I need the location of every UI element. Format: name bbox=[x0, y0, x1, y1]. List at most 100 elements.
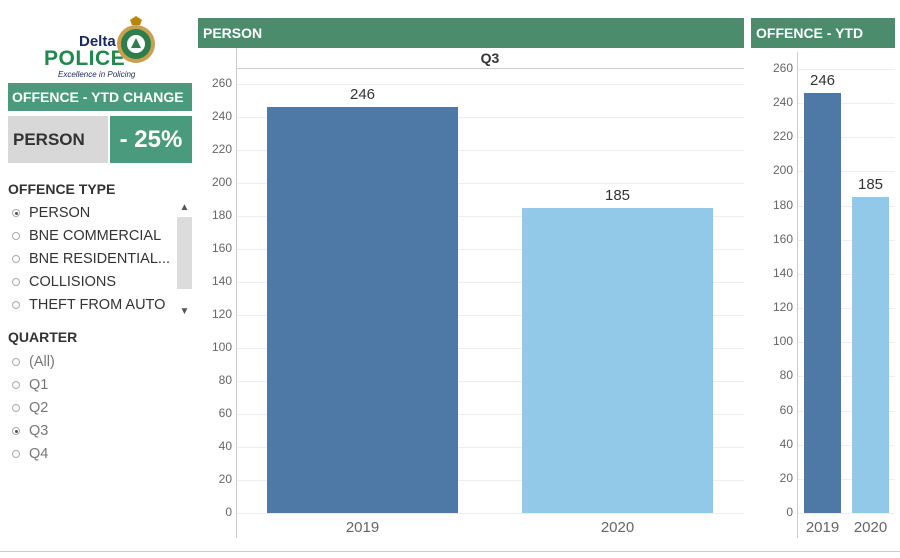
person-panel-header: PERSON bbox=[198, 18, 744, 48]
kpi-offence-label: PERSON bbox=[8, 116, 108, 163]
offence-type-filter-title: OFFENCE TYPE bbox=[8, 181, 116, 197]
option-label: (All) bbox=[29, 354, 55, 370]
y-tick-label: 160 bbox=[211, 241, 232, 255]
option-label: BNE COMMERCIAL bbox=[29, 228, 162, 244]
offence-option[interactable]: BNE COMMERCIAL bbox=[12, 226, 161, 246]
delta-police-logo: Delta POLICE Excellence in Policing bbox=[36, 16, 166, 80]
gridline bbox=[237, 84, 744, 85]
y-tick-label: 260 bbox=[211, 76, 232, 90]
gridline bbox=[237, 150, 744, 151]
radio-button-icon[interactable] bbox=[12, 255, 20, 263]
y-tick-label: 60 bbox=[218, 406, 232, 420]
gridline bbox=[237, 414, 744, 415]
y-tick-label: 120 bbox=[772, 300, 793, 314]
gridline bbox=[237, 216, 744, 217]
radio-button-icon[interactable] bbox=[12, 301, 20, 309]
radio-button-icon[interactable] bbox=[12, 427, 20, 435]
x-category-label: 2019 bbox=[805, 519, 840, 536]
gridline bbox=[798, 69, 895, 70]
quarter-option[interactable]: (All) bbox=[12, 352, 55, 372]
offence-option[interactable]: THEFT FROM AUTO bbox=[12, 295, 165, 315]
y-tick-label: 140 bbox=[772, 266, 793, 280]
bar-value-label: 246 bbox=[349, 86, 376, 103]
quarter-option[interactable]: Q4 bbox=[12, 444, 48, 464]
y-tick-label: 120 bbox=[211, 307, 232, 321]
gridline bbox=[237, 117, 744, 118]
option-label: Q2 bbox=[29, 400, 49, 416]
ytd-change-header: OFFENCE - YTD CHANGE bbox=[8, 83, 192, 111]
y-tick-label: 220 bbox=[772, 129, 793, 143]
offence-option[interactable]: PERSON bbox=[12, 203, 90, 223]
radio-button-icon[interactable] bbox=[12, 381, 20, 389]
bar-2019[interactable] bbox=[804, 93, 841, 513]
y-tick-label: 100 bbox=[772, 334, 793, 348]
y-tick-label: 0 bbox=[786, 505, 793, 519]
y-tick-label: 40 bbox=[218, 439, 232, 453]
radio-button-icon[interactable] bbox=[12, 209, 20, 217]
bottom-divider bbox=[0, 551, 900, 552]
y-tick-label: 160 bbox=[772, 232, 793, 246]
option-label: PERSON bbox=[29, 205, 91, 221]
bar-2020[interactable] bbox=[522, 208, 713, 513]
quarter-option[interactable]: Q3 bbox=[12, 421, 48, 441]
y-tick-label: 200 bbox=[211, 175, 232, 189]
scroll-thumb[interactable] bbox=[177, 217, 192, 289]
y-tick-label: 220 bbox=[211, 142, 232, 156]
quarter-option[interactable]: Q2 bbox=[12, 398, 48, 418]
scroll-up-icon[interactable]: ▲ bbox=[179, 202, 190, 213]
x-category-label: 2019 bbox=[345, 519, 380, 536]
bar-value-label: 185 bbox=[604, 187, 631, 204]
gridline bbox=[798, 308, 895, 309]
bar-value-label: 246 bbox=[809, 72, 836, 89]
quarter-option[interactable]: Q1 bbox=[12, 375, 48, 395]
quarter-filter-title: QUARTER bbox=[8, 329, 78, 345]
gridline bbox=[237, 348, 744, 349]
offence-list-scrollbar[interactable]: ▲ ▼ bbox=[177, 201, 192, 319]
radio-button-icon[interactable] bbox=[12, 278, 20, 286]
y-tick-label: 60 bbox=[779, 403, 793, 417]
police-badge-icon bbox=[117, 16, 155, 63]
y-tick-label: 80 bbox=[218, 373, 232, 387]
y-tick-label: 200 bbox=[772, 163, 793, 177]
gridline bbox=[237, 315, 744, 316]
quarter-subtitle: Q3 bbox=[236, 48, 744, 69]
y-tick-label: 240 bbox=[211, 109, 232, 123]
radio-button-icon[interactable] bbox=[12, 450, 20, 458]
gridline bbox=[798, 342, 895, 343]
y-tick-label: 0 bbox=[225, 505, 232, 519]
y-tick-label: 260 bbox=[772, 61, 793, 75]
option-label: Q1 bbox=[29, 377, 49, 393]
y-tick-label: 100 bbox=[211, 340, 232, 354]
option-label: THEFT FROM AUTO bbox=[29, 297, 166, 313]
bar-2020[interactable] bbox=[852, 197, 889, 513]
offence-option[interactable]: COLLISIONS bbox=[12, 272, 116, 292]
gridline bbox=[798, 376, 895, 377]
gridline bbox=[798, 445, 895, 446]
gridline bbox=[237, 447, 744, 448]
x-category-label: 2020 bbox=[600, 519, 635, 536]
y-tick-label: 180 bbox=[772, 198, 793, 212]
gridline bbox=[798, 171, 895, 172]
gridline bbox=[798, 206, 895, 207]
gridline bbox=[237, 513, 744, 514]
gridline bbox=[798, 240, 895, 241]
gridline bbox=[237, 381, 744, 382]
gridline bbox=[798, 137, 895, 138]
y-tick-label: 240 bbox=[772, 95, 793, 109]
gridline bbox=[798, 513, 895, 514]
radio-button-icon[interactable] bbox=[12, 358, 20, 366]
bar-2019[interactable] bbox=[267, 107, 458, 513]
offence-option[interactable]: BNE RESIDENTIAL... bbox=[12, 249, 170, 269]
y-axis-line bbox=[797, 52, 798, 538]
radio-button-icon[interactable] bbox=[12, 404, 20, 412]
radio-button-icon[interactable] bbox=[12, 232, 20, 240]
gridline bbox=[237, 282, 744, 283]
y-tick-label: 140 bbox=[211, 274, 232, 288]
y-tick-label: 80 bbox=[779, 368, 793, 382]
scroll-down-icon[interactable]: ▼ bbox=[179, 306, 190, 317]
gridline bbox=[798, 274, 895, 275]
gridline bbox=[798, 411, 895, 412]
logo-text-police: POLICE bbox=[44, 47, 126, 70]
option-label: BNE RESIDENTIAL... bbox=[29, 251, 171, 267]
logo-text-delta: Delta bbox=[79, 33, 116, 50]
